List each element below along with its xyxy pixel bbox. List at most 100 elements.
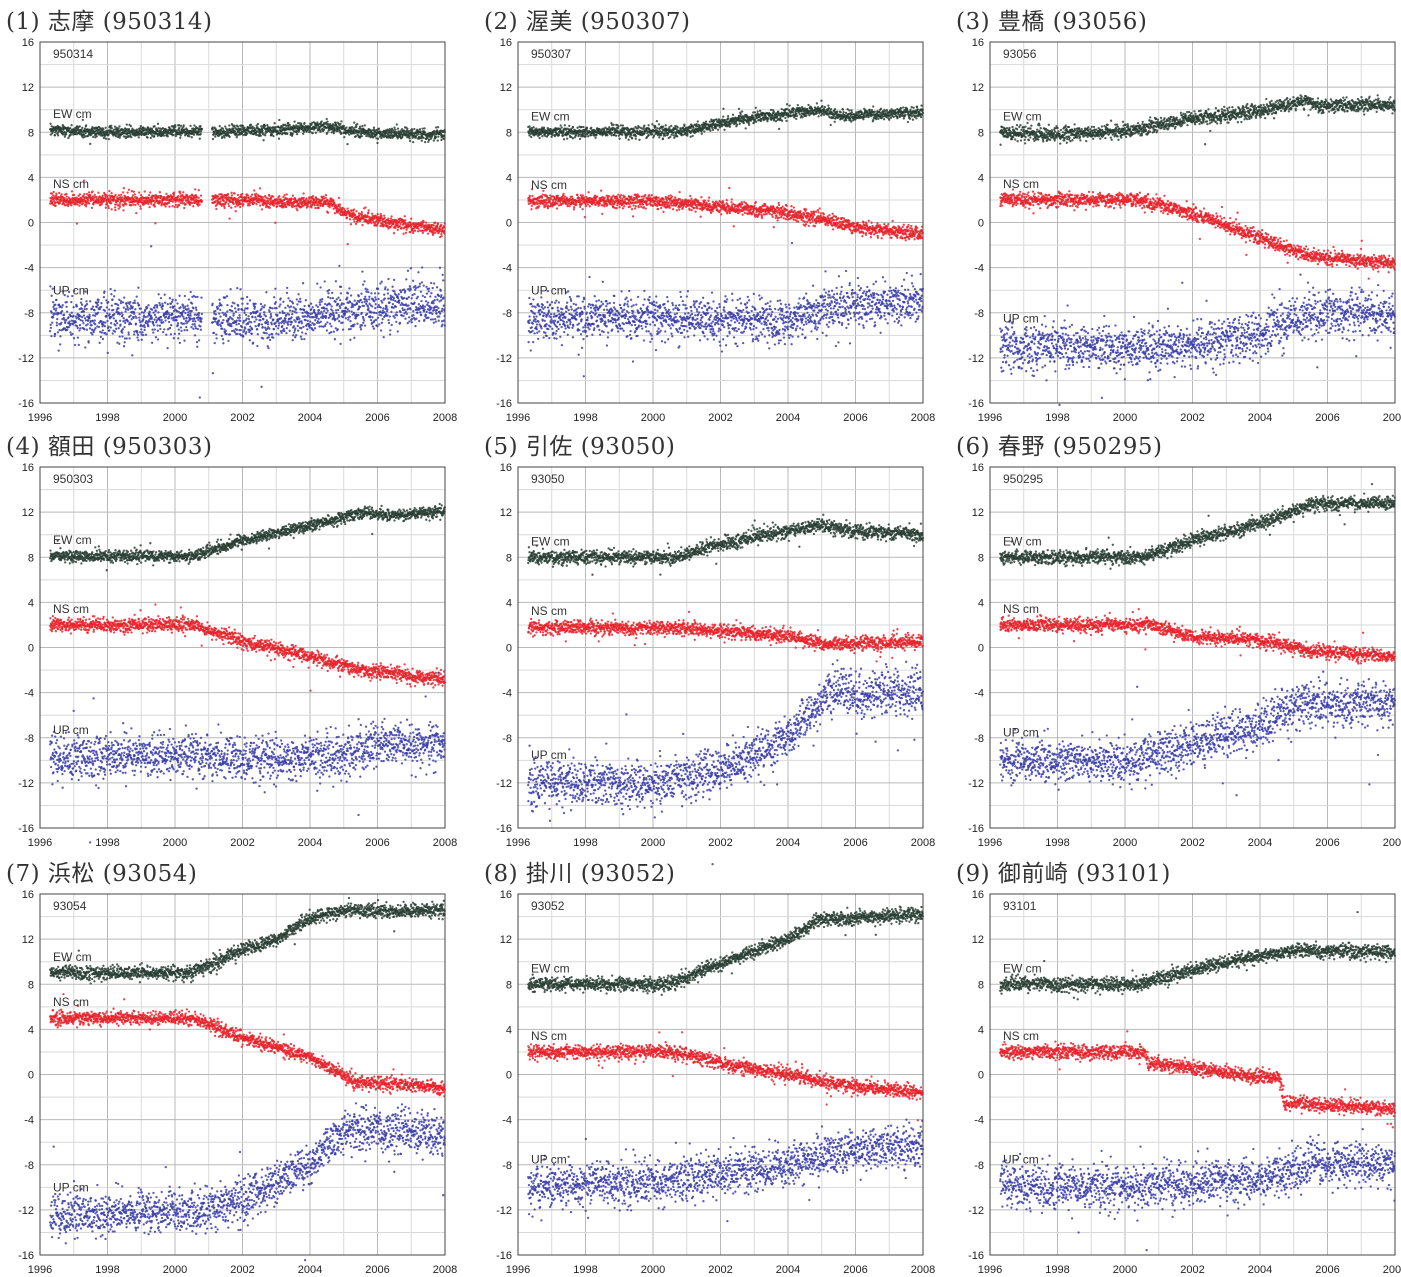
data-point [171, 200, 175, 203]
chart-panel-1: (1) 志摩 (950314) 16 12 8 4 0 -4 -8 -12 -16 1996 1998… [0, 0, 457, 425]
data-point [361, 301, 364, 304]
data-point [394, 299, 397, 303]
data-point [381, 309, 384, 312]
x-tick-label: 2006 [365, 412, 389, 424]
data-point [118, 203, 121, 206]
data-point [95, 196, 98, 199]
data-point [310, 206, 313, 209]
data-point [294, 308, 298, 311]
data-point [379, 130, 382, 133]
data-point [320, 120, 323, 123]
data-point [415, 305, 418, 309]
data-point [143, 328, 146, 332]
data-point [193, 124, 196, 127]
data-point [137, 286, 140, 289]
data-point [277, 322, 281, 325]
data-point [311, 132, 314, 135]
data-point [279, 317, 283, 320]
data-point [165, 128, 168, 132]
data-point [57, 196, 60, 199]
data-point [148, 312, 151, 315]
data-point [107, 325, 110, 328]
data-point [54, 131, 57, 134]
data-point [306, 319, 309, 322]
data-point [245, 317, 248, 320]
data-point [153, 313, 157, 317]
data-point [377, 127, 381, 130]
data-point [366, 305, 369, 308]
data-point [301, 282, 305, 285]
data-point [79, 315, 82, 318]
data-point [302, 192, 305, 195]
data-point [383, 293, 386, 296]
data-point [178, 294, 181, 297]
data-point [179, 326, 183, 329]
data-point [406, 127, 409, 131]
data-point [143, 127, 147, 130]
data-point [86, 134, 90, 138]
data-point [150, 341, 154, 344]
data-point [288, 309, 292, 312]
data-point [425, 285, 428, 289]
data-point [83, 192, 86, 196]
data-point [234, 210, 237, 213]
data-point [252, 199, 255, 202]
data-point [171, 204, 174, 208]
data-point [274, 300, 277, 304]
data-point [221, 196, 224, 199]
data-point [433, 299, 436, 302]
data-point [92, 198, 95, 201]
data-point [380, 314, 383, 317]
data-point [122, 317, 125, 320]
data-point [184, 319, 188, 323]
data-point [311, 195, 315, 198]
data-point [347, 328, 351, 331]
data-point [427, 140, 430, 143]
data-point [58, 328, 61, 332]
data-point [379, 310, 382, 313]
data-point [199, 132, 202, 135]
data-point [262, 318, 265, 321]
data-point [290, 316, 293, 319]
data-point [263, 124, 267, 127]
data-point [82, 314, 86, 317]
data-point [234, 307, 237, 310]
data-point [106, 130, 109, 134]
data-point [139, 331, 142, 334]
data-point [187, 298, 191, 301]
data-point [293, 120, 296, 123]
data-point [177, 310, 180, 313]
data-point [113, 330, 117, 333]
data-point [288, 123, 291, 127]
data-point [84, 132, 87, 135]
data-point [123, 296, 126, 299]
data-point [176, 302, 179, 305]
data-point [188, 135, 191, 138]
data-point [74, 321, 77, 324]
data-point [183, 339, 186, 342]
data-point [78, 204, 81, 207]
data-point [334, 318, 337, 321]
data-point [220, 304, 223, 307]
data-point [443, 128, 446, 132]
data-point [328, 206, 331, 209]
data-point [409, 288, 412, 291]
data-point [178, 315, 182, 318]
data-point [119, 300, 123, 303]
data-point [414, 284, 417, 288]
data-point [295, 298, 298, 301]
data-point [122, 187, 126, 190]
data-point [312, 329, 315, 332]
data-point [193, 201, 196, 205]
data-point [141, 331, 144, 334]
data-point [221, 311, 224, 314]
data-point [118, 342, 121, 345]
data-point [339, 206, 342, 209]
data-point [256, 310, 259, 313]
data-point [276, 313, 279, 317]
data-point [291, 312, 294, 316]
data-point [391, 285, 394, 288]
data-point [274, 221, 277, 224]
data-point [168, 205, 171, 208]
data-point [370, 129, 374, 132]
